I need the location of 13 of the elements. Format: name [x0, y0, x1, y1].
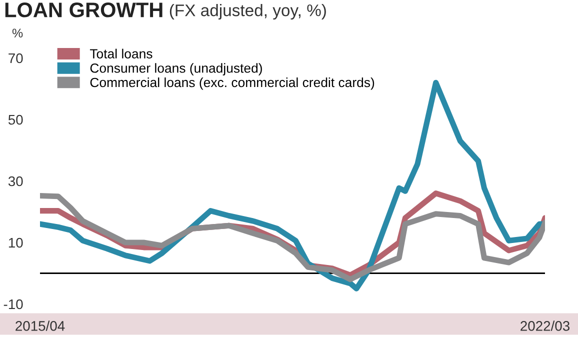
- x-tick-label: 2015/04: [16, 320, 65, 331]
- chart-title: LOAN GROWTH: [5, 2, 162, 18]
- legend-label: Consumer loans (unadjusted): [90, 63, 262, 76]
- y-tick-label: 30: [8, 176, 23, 186]
- y-tick-label: 50: [8, 114, 23, 125]
- y-tick-label: 70: [8, 53, 23, 64]
- legend-label: Commercial loans (exc. commercial credit cards): [90, 77, 374, 90]
- chart-subtitle: (FX adjusted, yoy, %): [170, 4, 326, 20]
- y-axis-title: %: [12, 28, 23, 38]
- y-tick-label: 10: [8, 238, 23, 248]
- y-tick-label: -10: [4, 299, 23, 310]
- legend-label: Total loans: [90, 48, 152, 58]
- x-tick-label: 2022/03: [520, 320, 570, 331]
